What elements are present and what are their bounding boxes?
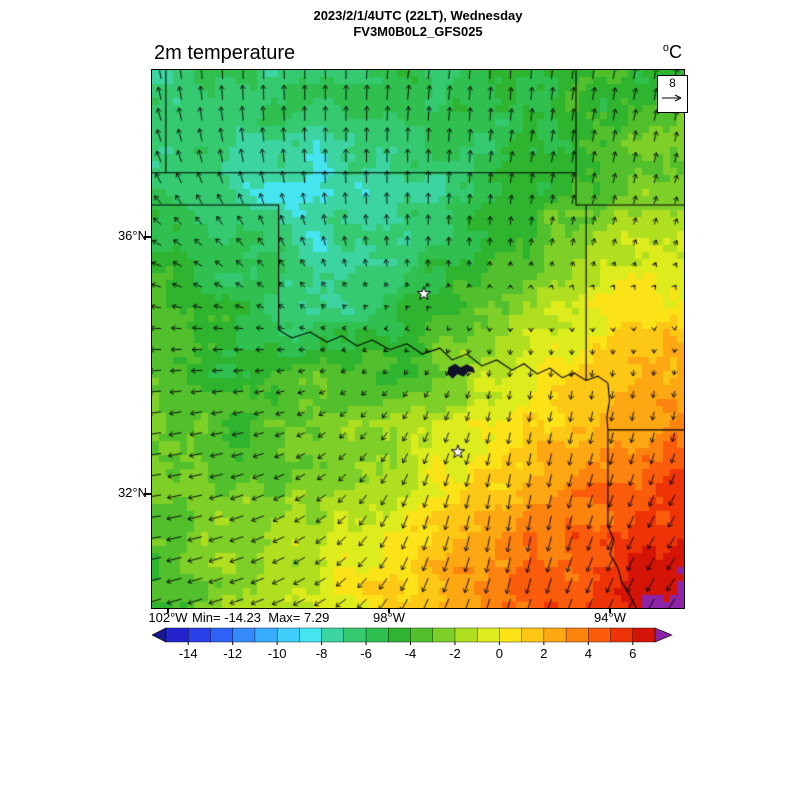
reference-vector-value: 8 (669, 76, 676, 90)
colorbar-segment (343, 627, 367, 643)
colorbar-segment (610, 627, 634, 643)
colorbar-segment (276, 627, 300, 643)
units-base: C (669, 42, 682, 62)
colorbar-tick-label: -4 (405, 646, 417, 661)
colorbar-under-arrow (151, 627, 167, 643)
colorbar-tick-label: -8 (316, 646, 328, 661)
lat-tick-label: 32°N (117, 485, 147, 501)
colorbar-tick-label: 6 (629, 646, 636, 661)
colorbar-segment (232, 627, 256, 643)
colorbar-segment (388, 627, 412, 643)
colorbar-segment (165, 627, 189, 643)
colorbar-tick-label: -6 (360, 646, 372, 661)
colorbar-segment (299, 627, 323, 643)
colorbar-segment (499, 627, 523, 643)
lon-tick-label: 98°W (373, 610, 405, 625)
minmax-label: Min= -14.23 Max= 7.29 (192, 610, 330, 625)
lon-tick-label: 102°W (148, 610, 188, 625)
lon-tick-label: 94°W (594, 610, 626, 625)
run-title: 2023/2/1/4UTC (22LT), Wednesday (313, 8, 523, 23)
colorbar-segment (632, 627, 656, 643)
lon-tick-mark (167, 609, 169, 613)
colorbar-tick-label: -14 (179, 646, 198, 661)
colorbar-tick-label: -2 (449, 646, 461, 661)
colorbar-segment (188, 627, 212, 643)
colorbar-segment (543, 627, 567, 643)
colorbar-segment (210, 627, 234, 643)
colorbar-segment (432, 627, 456, 643)
lat-tick-mark (144, 493, 152, 495)
colorbar-tick-label: -12 (223, 646, 242, 661)
lat-tick-label: 36°N (117, 228, 147, 244)
units-superscript: o (662, 42, 669, 54)
colorbar-segment (410, 627, 434, 643)
lon-tick-mark (609, 609, 611, 613)
colorbar-segment (454, 627, 478, 643)
colorbar-tick-label: -10 (268, 646, 287, 661)
colorbar-segment (521, 627, 545, 643)
colorbar: -14 -12 -10 -8 -6 -4 -2 0 2 4 6 (151, 626, 684, 670)
colorbar-segment (365, 627, 389, 643)
colorbar-segment (565, 627, 589, 643)
plot-title: 2m temperature (154, 42, 296, 64)
colorbar-tick-label: 0 (496, 646, 503, 661)
colorbar-segment (254, 627, 278, 643)
reference-vector-arrow-icon (662, 94, 682, 102)
temperature-map-canvas (152, 70, 684, 608)
reference-vector-box: 8 (657, 75, 688, 113)
colorbar-segment (588, 627, 612, 643)
colorbar-segment (321, 627, 345, 643)
colorbar-svg: -14 -12 -10 -8 -6 -4 -2 0 2 4 6 (151, 627, 673, 661)
colorbar-segment (476, 627, 501, 643)
header: 2023/2/1/4UTC (22LT), Wednesday FV3M0B0L… (152, 8, 684, 40)
lat-tick-mark (144, 236, 152, 238)
model-title: FV3M0B0L2_GFS025 (353, 24, 483, 39)
colorbar-tick-label: 2 (540, 646, 547, 661)
units-label: oC (152, 42, 682, 63)
lon-tick-mark (388, 609, 390, 613)
colorbar-tick-label: 4 (585, 646, 592, 661)
map-area: 8 (151, 69, 688, 609)
colorbar-over-arrow (654, 627, 673, 643)
